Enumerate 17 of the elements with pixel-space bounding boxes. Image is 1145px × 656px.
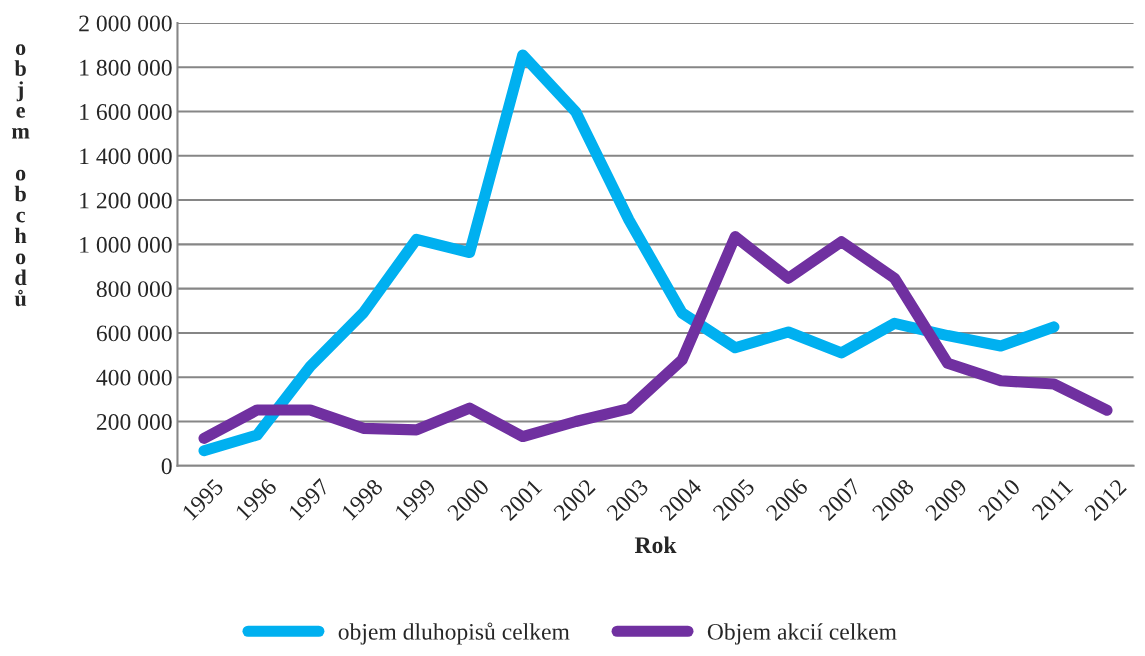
y-tick-label: 2 000 000 — [79, 15, 172, 32]
y-tick-label: 200 000 — [96, 413, 172, 430]
y-tick-label: 1 600 000 — [80, 104, 172, 120]
x-axis-title: Rok — [634, 536, 677, 554]
y-tick-label: 1 200 000 — [80, 192, 172, 209]
y-tick-label: 400 000 — [96, 369, 172, 386]
y-tick-label: 1 000 000 — [80, 236, 172, 253]
y-tick-label: 1 800 000 — [80, 59, 172, 76]
y-tick-label: 0 — [161, 458, 172, 475]
text: objem obchodů — [11, 44, 30, 307]
x-tick-label: 2001 — [499, 478, 543, 522]
y-tick-label: 600 000 — [96, 325, 172, 342]
legend-label: Objem akcií celkem — [707, 623, 897, 645]
y-tick-label: 1 400 000 — [80, 148, 172, 165]
x-tick-label: 2011 — [1031, 478, 1074, 521]
y-tick-label: 800 000 — [96, 281, 172, 298]
legend-label: objem dluhopisů celkem — [338, 622, 570, 645]
